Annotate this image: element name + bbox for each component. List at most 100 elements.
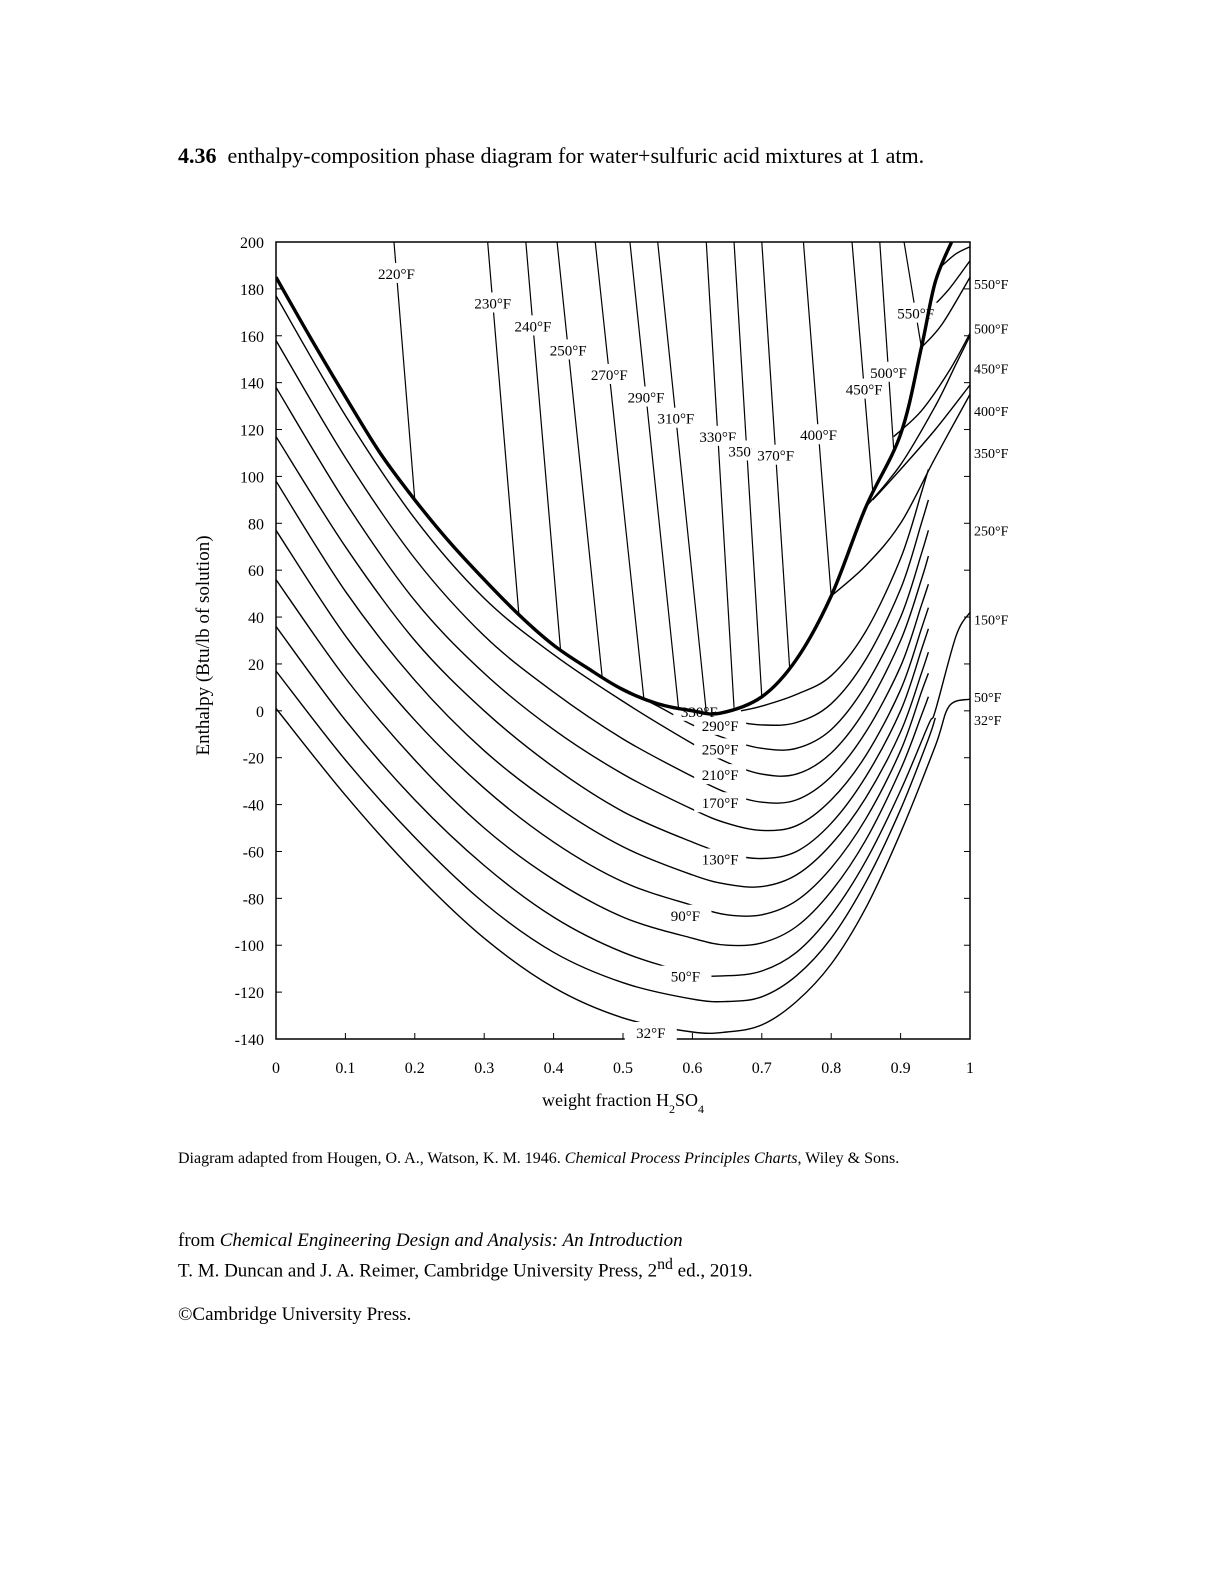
y-tick-label: -20	[243, 751, 264, 768]
x-tick-label: 0.8	[821, 1060, 841, 1077]
isotherm-curve	[276, 579, 930, 947]
isotherm-curve	[276, 436, 930, 860]
right-edge-label: 50°F	[974, 691, 1002, 706]
isotherm-curve	[276, 480, 930, 888]
vapor-label-bg	[468, 292, 517, 313]
figure-caption: Diagram adapted from Hougen, O. A., Wats…	[178, 1150, 899, 1168]
caption-book: Chemical Process Principles Charts	[564, 1150, 798, 1167]
source-citation: from Chemical Engineering Design and Ana…	[178, 1229, 753, 1283]
x-tick-label: 1	[966, 1060, 974, 1077]
vapor-line-label: 220°F	[378, 267, 415, 283]
x-tick-label: 0.5	[613, 1060, 633, 1077]
vapor-label-bg	[585, 363, 634, 384]
y-tick-label: -40	[243, 798, 264, 815]
isotherm-label: 32°F	[636, 1026, 665, 1042]
isotherm-label-bg	[694, 848, 747, 869]
y-tick-label: -60	[243, 844, 264, 861]
vapor-line-label: 550°F	[897, 307, 934, 323]
isotherm-label-bg	[624, 1021, 677, 1042]
source-authors: T. M. Duncan and J. A. Reimer, Cambridge…	[178, 1260, 658, 1282]
caption-prefix: Diagram adapted from Hougen, O. A., Wats…	[178, 1150, 565, 1167]
isotherm-label: 210°F	[702, 768, 739, 784]
y-tick-label: 0	[256, 704, 264, 721]
vapor-line-label: 450°F	[846, 383, 883, 399]
vapor-line-label: 310°F	[657, 412, 694, 428]
vapor-line-label: 290°F	[628, 391, 665, 407]
vapor-line-label: 500°F	[870, 366, 907, 382]
y-tick-label: 40	[248, 610, 264, 627]
isotherm-curve	[276, 612, 970, 977]
vapor-tie-line	[705, 241, 735, 708]
isotherm-curve	[276, 340, 930, 804]
vapor-line-label: 240°F	[515, 319, 552, 335]
right-edge-label: 150°F	[974, 613, 1009, 628]
isotherm-label-bg	[659, 965, 712, 986]
isotherm-label-bg	[659, 904, 712, 925]
vapor-tie-line	[903, 241, 923, 348]
y-tick-label: -140	[235, 1032, 264, 1049]
x-tick-label: 0.2	[405, 1060, 425, 1077]
vapor-tie-line	[393, 241, 416, 500]
vapor-tie-line	[556, 241, 603, 678]
y-tick-label: 180	[240, 282, 264, 299]
isotherm-label: 50°F	[671, 970, 700, 986]
y-tick-label: 100	[240, 469, 264, 486]
vapor-tie-line	[879, 241, 895, 449]
right-isotherm-curve	[941, 246, 970, 266]
x-tick-label: 0.4	[544, 1060, 564, 1077]
y-tick-label: 20	[248, 657, 264, 674]
vapor-label-bg	[864, 361, 913, 382]
vapor-tie-line	[525, 241, 562, 650]
right-isotherm-curve	[920, 276, 970, 348]
right-edge-label: 550°F	[974, 278, 1009, 293]
plot-frame	[275, 241, 971, 1040]
vapor-label-bg	[622, 386, 671, 407]
source-prefix: from	[178, 1230, 220, 1251]
isotherm-curve	[276, 670, 936, 1003]
vapor-line-label: 250°F	[550, 343, 587, 359]
isotherm-label-bg	[694, 792, 747, 813]
right-isotherm-curve	[931, 260, 970, 309]
isotherm-label: 90°F	[671, 909, 700, 925]
isotherm-curve	[740, 469, 930, 712]
vapor-line-label: 230°F	[474, 296, 511, 312]
x-tick-label: 0.6	[682, 1060, 702, 1077]
x-axis-label: weight fraction H2SO4	[542, 1090, 704, 1116]
vapor-label-bg	[508, 315, 557, 336]
isotherm-label: 290°F	[702, 719, 739, 735]
right-isotherm-curve	[830, 394, 970, 597]
right-isotherm-curve	[872, 384, 970, 501]
right-edge-label: 250°F	[974, 524, 1009, 539]
boiling-curve	[276, 242, 954, 716]
isotherm-curve	[276, 386, 930, 832]
vapor-line-label: 270°F	[591, 368, 628, 384]
vapor-tie-line	[802, 241, 832, 597]
right-edge-label: 450°F	[974, 363, 1009, 378]
right-isotherm-curve	[893, 333, 970, 438]
vapor-label-bg	[544, 339, 593, 360]
vapor-tie-line	[733, 241, 763, 697]
vapor-line-label: 370°F	[757, 449, 794, 465]
vapor-tie-line	[851, 241, 874, 493]
vapor-label-bg	[840, 378, 889, 399]
right-edge-label: 400°F	[974, 405, 1009, 420]
page-title: 4.36 enthalpy-composition phase diagram …	[178, 143, 924, 169]
vapor-label-bg	[372, 262, 421, 283]
vapor-label-bg	[794, 424, 843, 445]
vapor-label-bg	[751, 444, 800, 465]
isotherm-label: 170°F	[702, 796, 739, 812]
source-edition-sup: nd	[657, 1256, 673, 1273]
isotherm-label: 130°F	[702, 853, 739, 869]
isotherm-label-bg	[694, 764, 747, 785]
y-tick-label: -120	[235, 985, 264, 1002]
isotherm-curve	[601, 530, 930, 751]
y-tick-label: -100	[235, 938, 264, 955]
isotherm-curve	[276, 698, 970, 1035]
vapor-tie-line	[657, 241, 707, 713]
vapor-tie-line	[594, 241, 645, 699]
figure-title: enthalpy-composition phase diagram for w…	[227, 143, 925, 168]
right-isotherm-curve	[865, 335, 970, 508]
copyright: ©Cambridge University Press.	[178, 1304, 412, 1325]
x-tick-label: 0.7	[752, 1060, 772, 1077]
